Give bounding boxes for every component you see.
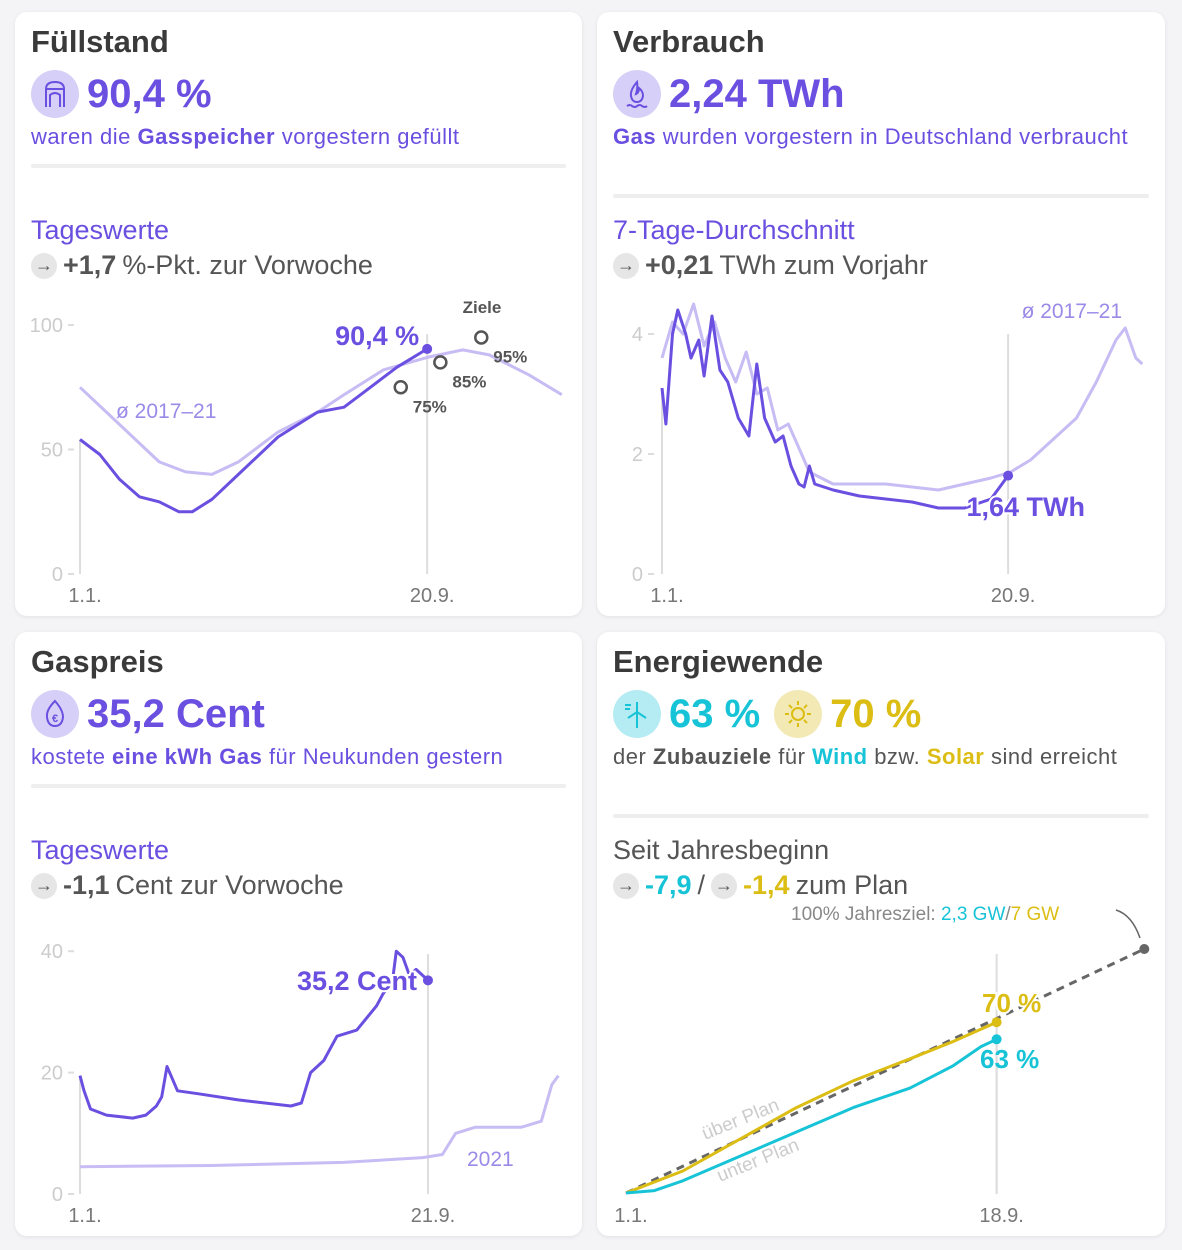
- end-label: 90,4 %: [335, 321, 419, 351]
- divider: [31, 784, 566, 788]
- x-tick-label: 1.1.: [68, 585, 101, 607]
- series-2022-line: [78, 949, 430, 1120]
- series-2021-line: [79, 1074, 560, 1169]
- x-tick-label: 18.9.: [979, 1205, 1023, 1227]
- x-tick-label: 20.9.: [410, 585, 454, 607]
- targets-title: Ziele: [463, 298, 502, 317]
- fuellstand-card: Füllstand 90,4 % waren die Gasspeicher v…: [15, 12, 582, 616]
- flame-icon: [613, 70, 661, 118]
- y-tick-label: 2: [632, 444, 643, 466]
- divider: [31, 164, 566, 168]
- card-title: Gaspreis: [31, 644, 164, 679]
- chart-subtitle: Seit Jahresbeginn: [613, 835, 830, 865]
- x-tick-label: 1.1.: [68, 1205, 101, 1227]
- x-tick-label: 21.9.: [411, 1205, 455, 1227]
- euro-flame-icon: €: [31, 690, 79, 738]
- card-title: Füllstand: [31, 24, 169, 59]
- kpi: 63 % 70 %: [613, 690, 921, 738]
- series-solar-line: [625, 1020, 998, 1195]
- chart-subtitle: 7-Tage-Durchschnitt: [613, 215, 855, 245]
- gas-storage-icon: [31, 70, 79, 118]
- arrow-right-icon: →: [613, 252, 639, 279]
- solar-value: 70 %: [830, 691, 922, 736]
- wind-end-label: 63 %: [980, 1044, 1039, 1074]
- arrow-right-icon: →: [613, 872, 639, 899]
- end-label: 35,2 Cent: [297, 966, 417, 996]
- solar-end-label: 70 %: [982, 988, 1041, 1018]
- x-tick-label: 1.1.: [650, 585, 683, 607]
- target-point: [1139, 944, 1150, 954]
- y-tick-label: 4: [632, 324, 643, 346]
- target-label: 95%: [493, 347, 527, 366]
- kpi-value: 90,4 %: [87, 71, 212, 116]
- series-wind-line: [625, 1037, 998, 1195]
- target-connector: [1115, 909, 1141, 939]
- x-tick-label: 1.1.: [614, 1205, 647, 1227]
- y-tick-label: 100: [30, 315, 63, 337]
- arrow-right-icon: →: [31, 872, 57, 899]
- series-2022-line: [660, 308, 1010, 510]
- target-label: 85%: [452, 372, 486, 391]
- arrow-right-icon: →: [711, 872, 738, 899]
- kpi-value: 35,2 Cent: [87, 691, 265, 736]
- target-label: 75%: [413, 397, 447, 416]
- gaspreis-card: Gaspreis € 35,2 Cent kostete eine kWh Ga…: [15, 632, 582, 1236]
- end-point: [1003, 470, 1014, 481]
- avg-label: ø 2017–21: [1022, 300, 1122, 323]
- y-tick-label: 40: [41, 941, 63, 963]
- series-avg-line: [78, 348, 563, 476]
- kpi: 90,4 %: [31, 70, 212, 118]
- chart-subtitle: Tageswerte: [31, 835, 170, 865]
- wind-end-point: [991, 1034, 1002, 1045]
- change-line: → +0,21 TWh zum Vorjahr: [613, 250, 928, 281]
- label-2021: 2021: [467, 1148, 514, 1171]
- y-tick-label: 0: [632, 564, 643, 586]
- card-title: Verbrauch: [613, 24, 765, 59]
- y-tick-label: 0: [52, 1184, 63, 1206]
- energiewende-card: Energiewende 63 % 70 % der Zubauziele fü…: [597, 632, 1165, 1236]
- kpi-description: kostete eine kWh Gas für Neukunden geste…: [31, 744, 504, 769]
- target-marker: [393, 380, 409, 395]
- series-2022-line: [79, 347, 428, 514]
- wind-turbine-icon: [613, 690, 661, 738]
- x-tick-label: 20.9.: [991, 585, 1035, 607]
- sun-icon: [774, 690, 823, 738]
- change-line: → -1,1 Cent zur Vorwoche: [31, 870, 344, 901]
- end-point: [422, 343, 433, 354]
- chart-subtitle: Tageswerte: [31, 215, 170, 245]
- y-tick-label: 50: [41, 440, 63, 462]
- kpi-value: 2,24 TWh: [669, 71, 845, 116]
- card-title: Energiewende: [613, 644, 824, 679]
- divider: [613, 814, 1149, 818]
- kpi: € 35,2 Cent: [31, 690, 265, 738]
- y-tick-label: 0: [52, 564, 63, 586]
- change-line: → +1,7 %-Pkt. zur Vorwoche: [31, 250, 373, 281]
- arrow-right-icon: →: [31, 252, 57, 279]
- kpi-description: waren die Gasspeicher vorgestern gefüllt: [31, 124, 460, 149]
- end-label: 1,64 TWh: [966, 492, 1085, 522]
- y-tick-label: 20: [41, 1063, 63, 1085]
- plan-line: [625, 947, 1145, 1195]
- end-point: [422, 975, 433, 986]
- divider: [613, 194, 1149, 198]
- svg-text:€: €: [52, 713, 58, 725]
- change-line: → -7,9/→ -1,4 zum Plan: [613, 870, 908, 901]
- kpi-description: Gas wurden vorgestern in Deutschland ver…: [613, 124, 1129, 149]
- solar-end-point: [991, 1017, 1002, 1028]
- kpi-description: der Zubauziele für Wind bzw. Solar sind …: [613, 744, 1118, 769]
- avg-label: ø 2017–21: [116, 400, 216, 423]
- series-avg-line: [660, 302, 1144, 492]
- target-marker: [474, 330, 489, 345]
- target-label: 100% Jahresziel: 2,3 GW/7 GW: [791, 904, 1060, 925]
- wind-value: 63 %: [669, 691, 761, 736]
- target-marker: [433, 355, 448, 370]
- kpi: 2,24 TWh: [613, 70, 845, 118]
